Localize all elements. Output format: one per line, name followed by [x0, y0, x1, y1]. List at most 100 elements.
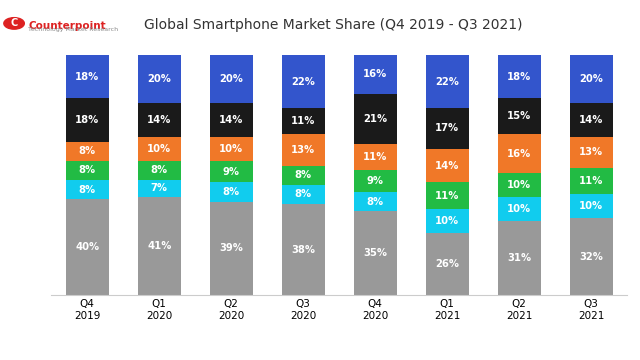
- Bar: [498, 55, 541, 98]
- Text: 13%: 13%: [579, 147, 604, 157]
- Text: 10%: 10%: [507, 180, 531, 190]
- Text: 8%: 8%: [79, 146, 96, 156]
- Text: 39%: 39%: [220, 243, 243, 253]
- Bar: [570, 137, 613, 168]
- Bar: [66, 141, 109, 161]
- Bar: [138, 161, 180, 180]
- Bar: [426, 108, 468, 149]
- Text: 20%: 20%: [220, 74, 243, 84]
- Bar: [210, 161, 253, 183]
- Bar: [570, 103, 613, 137]
- Text: 11%: 11%: [363, 152, 387, 162]
- Text: 8%: 8%: [79, 165, 96, 175]
- Bar: [210, 55, 253, 103]
- Text: 8%: 8%: [367, 197, 384, 207]
- Text: 13%: 13%: [291, 145, 316, 155]
- Text: Counterpoint: Counterpoint: [28, 21, 106, 31]
- Text: 8%: 8%: [223, 187, 240, 197]
- Bar: [138, 55, 180, 103]
- Text: 11%: 11%: [579, 176, 604, 186]
- Text: 18%: 18%: [75, 115, 99, 125]
- Bar: [570, 219, 613, 295]
- Text: 14%: 14%: [219, 115, 243, 125]
- Bar: [138, 180, 180, 197]
- Text: 11%: 11%: [291, 116, 316, 126]
- Text: 10%: 10%: [435, 216, 460, 226]
- Bar: [570, 55, 613, 103]
- Text: 14%: 14%: [579, 115, 604, 125]
- Text: 18%: 18%: [75, 72, 99, 82]
- Text: 22%: 22%: [291, 77, 315, 87]
- Bar: [66, 98, 109, 141]
- Bar: [282, 204, 325, 295]
- Text: 41%: 41%: [147, 241, 172, 251]
- Bar: [426, 149, 468, 183]
- Text: 9%: 9%: [223, 167, 240, 177]
- Bar: [282, 134, 325, 166]
- Bar: [282, 55, 325, 108]
- Text: C: C: [10, 18, 18, 28]
- Bar: [66, 161, 109, 180]
- Bar: [66, 180, 109, 199]
- Bar: [210, 103, 253, 137]
- Text: 20%: 20%: [579, 74, 603, 84]
- Bar: [138, 103, 180, 137]
- Bar: [570, 168, 613, 194]
- Text: 40%: 40%: [75, 242, 99, 252]
- Bar: [354, 211, 397, 295]
- Bar: [426, 233, 468, 295]
- Bar: [138, 137, 180, 161]
- Text: 20%: 20%: [147, 74, 171, 84]
- Text: 16%: 16%: [363, 69, 387, 80]
- Text: 35%: 35%: [364, 248, 387, 258]
- Text: Global Smartphone Market Share (Q4 2019 - Q3 2021): Global Smartphone Market Share (Q4 2019 …: [143, 18, 522, 32]
- Bar: [354, 144, 397, 170]
- Text: 8%: 8%: [150, 165, 168, 175]
- Text: 9%: 9%: [367, 176, 384, 186]
- Bar: [426, 183, 468, 209]
- Text: 22%: 22%: [435, 77, 459, 87]
- Text: 38%: 38%: [291, 244, 315, 255]
- Bar: [426, 209, 468, 233]
- Bar: [354, 94, 397, 144]
- Bar: [282, 166, 325, 185]
- Bar: [210, 137, 253, 161]
- Bar: [570, 194, 613, 219]
- Bar: [498, 134, 541, 173]
- Bar: [498, 197, 541, 221]
- Bar: [354, 170, 397, 192]
- Text: 7%: 7%: [150, 183, 168, 193]
- Text: 32%: 32%: [579, 252, 603, 262]
- Text: 26%: 26%: [435, 259, 460, 269]
- Bar: [138, 197, 180, 295]
- Text: 16%: 16%: [507, 149, 531, 159]
- Bar: [210, 183, 253, 202]
- Bar: [66, 55, 109, 98]
- Bar: [426, 55, 468, 108]
- Text: 17%: 17%: [435, 123, 460, 134]
- Text: 10%: 10%: [147, 144, 172, 154]
- Text: 31%: 31%: [507, 253, 531, 263]
- Bar: [498, 221, 541, 295]
- Text: 15%: 15%: [507, 111, 531, 121]
- Text: 11%: 11%: [435, 190, 460, 201]
- Bar: [210, 202, 253, 295]
- Bar: [354, 192, 397, 211]
- Text: 10%: 10%: [579, 201, 604, 211]
- Bar: [498, 173, 541, 197]
- Text: 10%: 10%: [219, 144, 243, 154]
- Text: 8%: 8%: [294, 189, 312, 199]
- Bar: [66, 199, 109, 295]
- Text: 8%: 8%: [294, 170, 312, 180]
- Bar: [498, 98, 541, 134]
- Text: 8%: 8%: [79, 185, 96, 195]
- Bar: [282, 108, 325, 134]
- Text: 10%: 10%: [507, 204, 531, 214]
- Bar: [354, 55, 397, 94]
- Text: 14%: 14%: [435, 161, 460, 171]
- Text: 18%: 18%: [507, 72, 531, 82]
- Text: 14%: 14%: [147, 115, 172, 125]
- Text: Technology Market Research: Technology Market Research: [28, 27, 118, 32]
- Text: 21%: 21%: [363, 114, 387, 124]
- Bar: [282, 185, 325, 204]
